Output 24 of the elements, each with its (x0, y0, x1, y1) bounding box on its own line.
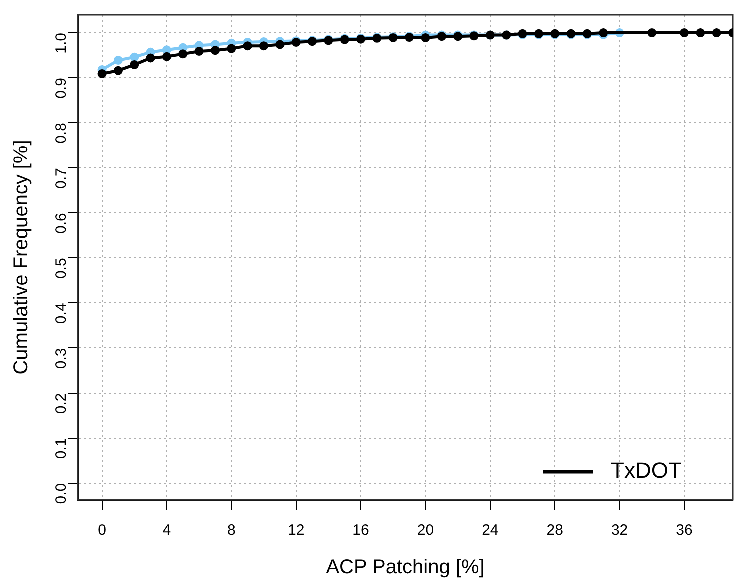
x-tick-label: 8 (227, 522, 236, 540)
y-tick-label: 0.4 (53, 303, 70, 324)
y-tick-label: 0.3 (53, 348, 70, 370)
legend-label: TxDOT (611, 458, 682, 484)
x-tick-label: 12 (288, 522, 305, 540)
x-tick-label: 32 (611, 522, 628, 540)
y-tick-label: 0.5 (53, 258, 70, 280)
x-axis-title: ACP Patching [%] (326, 556, 485, 579)
y-tick-label: 0.0 (53, 483, 70, 504)
x-tick-label: 20 (417, 522, 434, 540)
x-tick-label: 0 (98, 522, 106, 540)
y-tick-label: 0.6 (53, 213, 70, 234)
y-tick-label: 0.9 (53, 78, 70, 99)
y-tick-label: 1.0 (53, 33, 70, 54)
y-tick-label: 0.2 (53, 393, 70, 414)
y-tick-label: 0.8 (53, 123, 70, 144)
y-axis-title: Cumulative Frequency [%] (10, 140, 33, 375)
x-tick-label: 36 (676, 522, 693, 540)
y-tick-label: 0.7 (53, 168, 70, 189)
x-tick-label: 4 (162, 522, 172, 540)
x-tick-label: 24 (482, 522, 499, 540)
y-tick-label: 0.1 (53, 438, 70, 460)
x-tick-label: 28 (546, 522, 564, 540)
x-tick-label: 16 (352, 522, 370, 540)
